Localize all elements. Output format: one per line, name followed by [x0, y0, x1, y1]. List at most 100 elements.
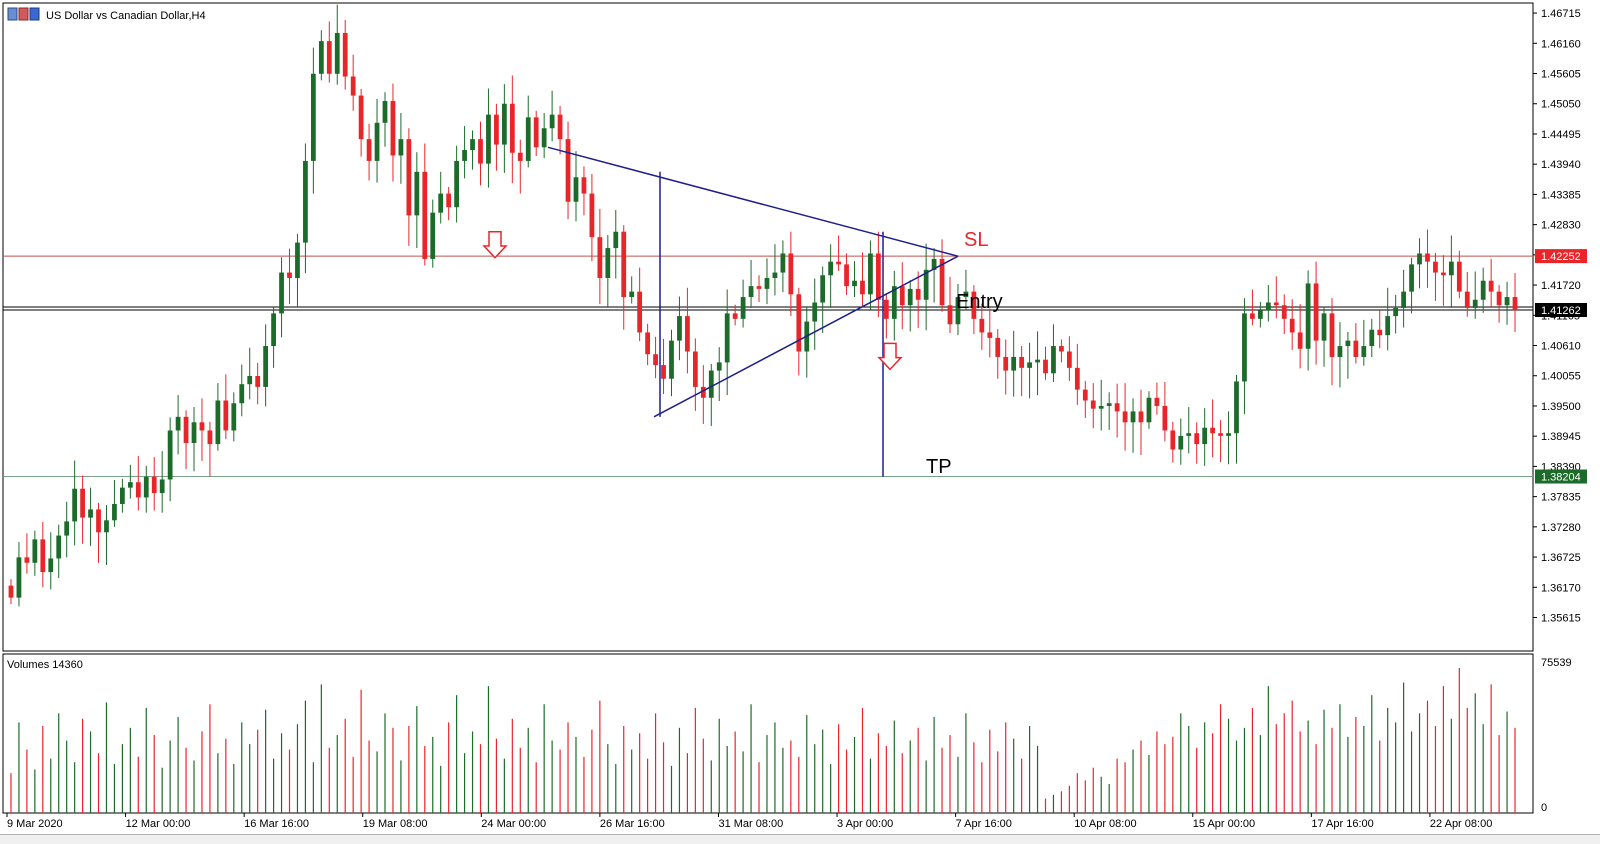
candle-body — [1051, 346, 1056, 374]
candle-body — [1289, 318, 1295, 333]
level-lines — [3, 255, 1533, 478]
candle-body — [677, 316, 682, 341]
price-tick-label: 1.35615 — [1541, 613, 1581, 625]
candle-body — [1297, 332, 1303, 349]
candle-body — [597, 237, 603, 278]
candle-body — [1242, 313, 1247, 382]
candle-body — [167, 430, 173, 480]
time-tick-label: 10 Apr 08:00 — [1074, 818, 1136, 830]
candle-body — [589, 193, 595, 238]
candle-body — [112, 503, 117, 521]
chart-tab-strip[interactable] — [0, 834, 1600, 844]
time-tick-label: 15 Apr 00:00 — [1193, 818, 1255, 830]
candle-body — [1480, 280, 1486, 300]
candle-body — [159, 479, 165, 494]
candle-body — [812, 302, 818, 322]
candle-body — [637, 291, 643, 333]
candle-body — [1353, 340, 1359, 357]
time-tick-label: 16 Mar 16:00 — [244, 818, 309, 830]
app-icon-red — [18, 7, 29, 21]
price-tick-label: 1.45050 — [1541, 99, 1581, 111]
candle-body — [700, 386, 706, 398]
candle-body — [1305, 283, 1311, 349]
price-panel-frame — [2, 2, 1534, 652]
candle-body — [1265, 302, 1271, 311]
candle-body — [494, 114, 499, 145]
candle-body — [64, 521, 70, 536]
price-tick-label: 1.46715 — [1541, 8, 1581, 20]
candle-body — [120, 487, 125, 504]
candle-body — [151, 476, 157, 494]
candle-body — [1456, 261, 1462, 292]
candle-body — [1321, 313, 1327, 341]
candle-body — [947, 305, 953, 325]
candle-body — [1472, 299, 1478, 308]
candle-body — [374, 122, 380, 161]
candle-body — [135, 482, 141, 498]
candle-body — [1170, 430, 1176, 450]
candle-body — [175, 416, 181, 431]
candle-body — [923, 269, 929, 300]
candle-body — [629, 291, 635, 298]
price-markers: 1.42252 1.41262 1.38204 — [1535, 249, 1587, 484]
time-tick-label: 26 Mar 16:00 — [600, 818, 665, 830]
price-tick-label: 1.36170 — [1541, 582, 1581, 594]
candle-body — [772, 272, 778, 278]
candle-body — [143, 476, 149, 498]
candle-body — [207, 430, 213, 445]
candle-body — [557, 114, 563, 140]
candle-body — [366, 139, 372, 161]
candle-body — [422, 171, 428, 259]
candle-body — [390, 101, 396, 156]
price-marker-label: 1.41262 — [1541, 305, 1581, 317]
candle-body — [8, 585, 14, 598]
candle-body — [1098, 405, 1104, 409]
candle-body — [732, 313, 738, 319]
candle-body — [1202, 427, 1208, 445]
time-tick-label: 24 Mar 00:00 — [481, 818, 546, 830]
candle-body — [995, 337, 1001, 357]
candle-body — [279, 272, 284, 314]
sl-label: SL — [964, 229, 988, 251]
candle-body — [509, 103, 515, 153]
candle-body — [342, 32, 348, 77]
candle-body — [963, 291, 969, 298]
candle-body — [287, 272, 292, 278]
candle-body — [1441, 272, 1446, 276]
volume-max-label: 75539 — [1541, 657, 1572, 669]
candle-body — [486, 114, 491, 164]
time-axis: 9 Mar 2020 12 Mar 00:00 16 Mar 16:00 19 Mar… — [6, 813, 1492, 830]
candle-body — [613, 231, 619, 249]
candle-body — [565, 139, 571, 202]
candle-body — [971, 291, 977, 319]
candle-body — [1194, 433, 1200, 445]
candle-body — [1393, 307, 1399, 317]
candle-body — [191, 422, 197, 443]
candle-body — [1210, 427, 1216, 434]
candle-body — [350, 76, 356, 96]
candle-body — [891, 286, 897, 319]
candle-body — [1401, 291, 1406, 308]
price-marker-label: 1.38204 — [1541, 472, 1581, 484]
candle-body — [1512, 297, 1518, 311]
price-tick-label: 1.43385 — [1541, 189, 1581, 201]
price-marker-box — [1535, 469, 1587, 484]
candle-body — [581, 177, 587, 194]
candle-body — [16, 557, 22, 598]
price-tick-label: 1.39500 — [1541, 401, 1581, 413]
candle-body — [685, 316, 690, 352]
candle-body — [96, 509, 101, 533]
candle-body — [1074, 367, 1080, 390]
time-tick-label: 22 Apr 08:00 — [1430, 818, 1492, 830]
candle-body — [605, 248, 611, 278]
app-icon — [7, 7, 18, 21]
candle-body — [987, 332, 993, 338]
candle-body — [88, 509, 93, 518]
price-tick-label: 1.43940 — [1541, 159, 1581, 171]
candle-body — [1257, 310, 1263, 319]
price-tick-label: 1.40055 — [1541, 371, 1581, 383]
candle-body — [1082, 389, 1088, 401]
candle-body — [398, 139, 404, 156]
candle-body — [852, 280, 857, 287]
